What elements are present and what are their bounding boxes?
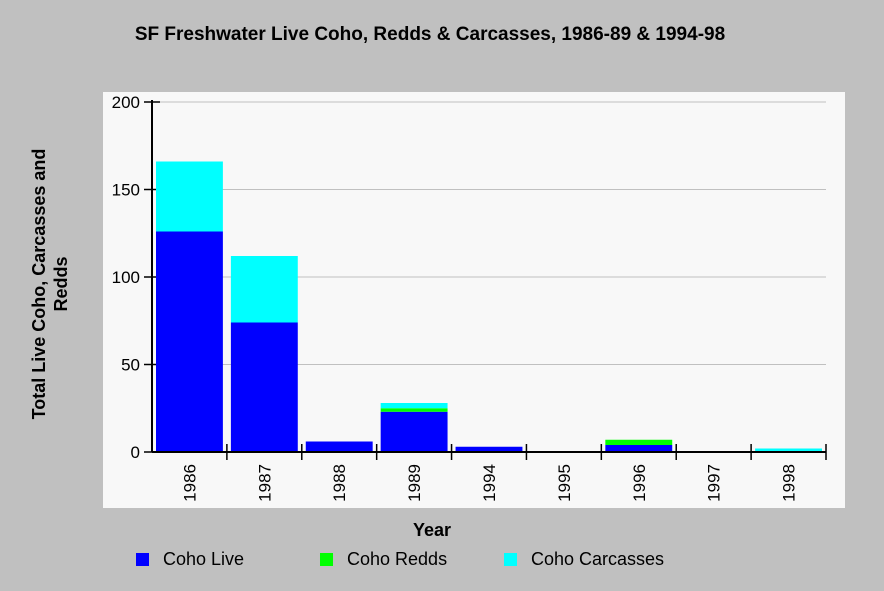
- legend-label: Coho Redds: [347, 549, 448, 569]
- y-tick-label: 100: [112, 268, 140, 287]
- x-tick-label: 1998: [780, 464, 799, 502]
- y-tick-label: 150: [112, 181, 140, 200]
- y-axis-label: Total Live Coho, Carcasses and Redds: [29, 148, 71, 420]
- bar-coho-carcasses: [156, 161, 223, 232]
- x-tick-label: 1986: [180, 464, 199, 502]
- y-tick-label: 50: [121, 356, 140, 375]
- y-tick-label: 200: [112, 93, 140, 112]
- legend-swatch: [504, 553, 517, 566]
- bar-coho-live: [605, 445, 673, 452]
- legend-item-coho-live: Coho Live: [136, 549, 244, 570]
- legend-swatch: [320, 553, 333, 566]
- legend-swatch: [136, 553, 149, 566]
- bar-coho-live: [305, 441, 373, 452]
- x-axis-label: Year: [412, 520, 452, 540]
- chart-title: SF Freshwater Live Coho, Redds & Carcass…: [134, 24, 726, 45]
- x-tick-label: 1994: [480, 464, 499, 502]
- bar-coho-live: [156, 231, 223, 452]
- bar-coho-live: [380, 411, 448, 452]
- bar-coho-carcasses: [230, 256, 298, 323]
- bar-coho-carcasses: [380, 403, 448, 409]
- legend-label: Coho Live: [163, 549, 245, 569]
- x-tick-label: 1989: [405, 464, 424, 502]
- chart-svg: 0 50 100 150 200 1986 1987 1988 1989 1994 1995 1996…: [112, 93, 827, 502]
- bar-coho-carcasses: [755, 448, 822, 452]
- bar-coho-live: [455, 446, 523, 452]
- legend-item-coho-carcasses: Coho Carcasses: [504, 549, 664, 570]
- x-tick-label: 1988: [330, 464, 349, 502]
- bar-coho-redds: [380, 408, 448, 412]
- plot-panel: 0 50 100 150 200 1986 1987 1988 1989 1994 1995 1996…: [103, 92, 845, 508]
- x-tick-label: 1987: [255, 464, 274, 502]
- x-tick-label: 1996: [630, 464, 649, 502]
- bar-coho-redds: [605, 439, 673, 445]
- legend-item-coho-redds: Coho Redds: [320, 549, 447, 570]
- bar-coho-live: [230, 322, 298, 452]
- legend-label: Coho Carcasses: [531, 549, 665, 569]
- x-tick-label: 1995: [555, 464, 574, 502]
- x-tick-label: 1997: [705, 464, 724, 502]
- y-tick-label: 0: [131, 443, 140, 462]
